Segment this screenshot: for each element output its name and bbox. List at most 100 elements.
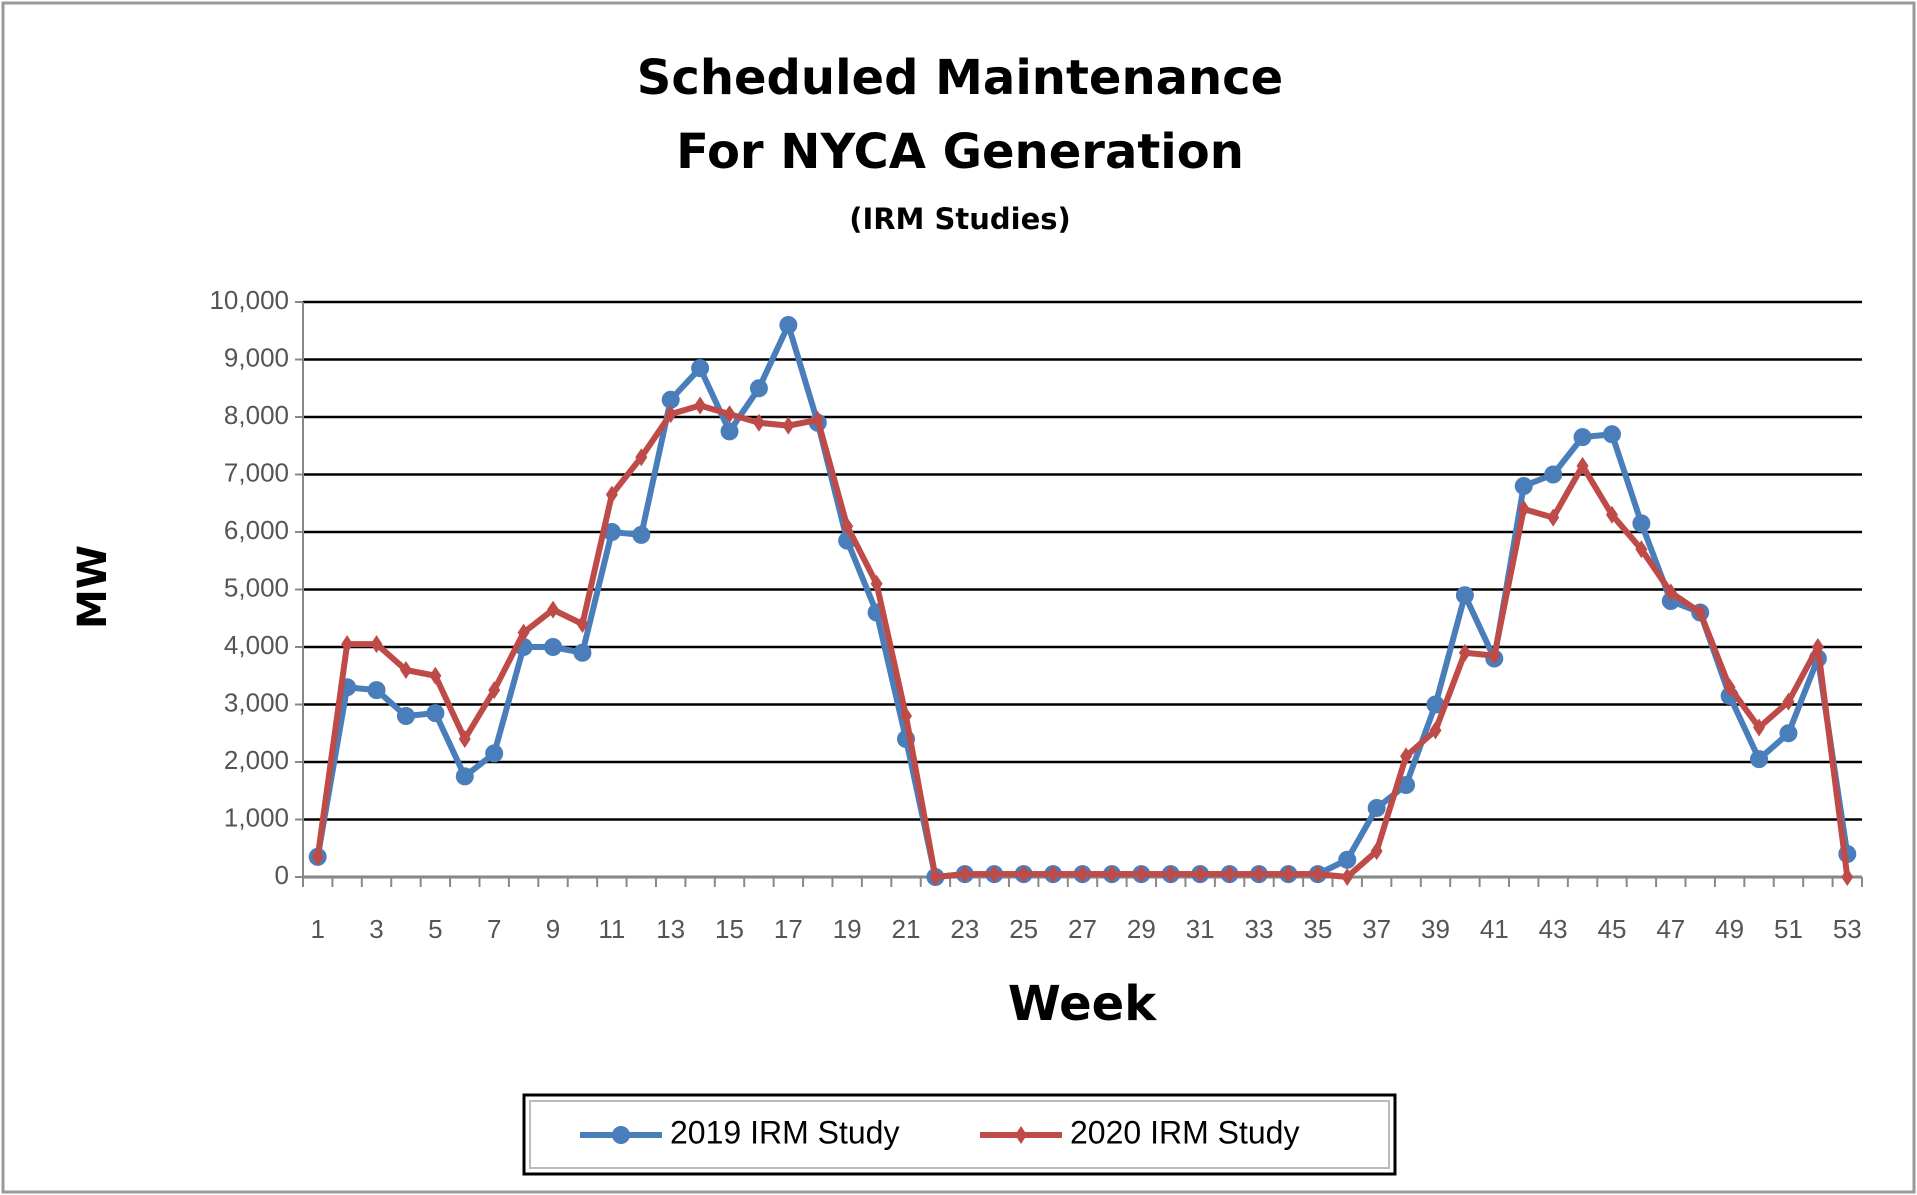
data-point [426,704,445,723]
data-point [1135,865,1148,884]
x-tick-label: 33 [1245,914,1274,944]
data-point [1429,721,1442,740]
data-point [1488,646,1501,665]
x-axis-label: Week [1008,976,1157,1032]
data-point [929,868,942,886]
data-point [1311,865,1324,884]
data-point [841,517,854,536]
data-point [1252,865,1265,884]
data-point [576,615,589,633]
x-tick-label: 35 [1303,914,1332,944]
x-tick-label: 47 [1656,914,1685,944]
legend-marker [1015,1126,1027,1144]
x-tick-label: 15 [715,914,744,944]
x-tick-label: 5 [428,914,442,944]
data-point [544,638,563,656]
data-point [458,730,471,748]
data-point [1367,799,1386,817]
data-point [341,635,354,654]
x-tick-label: 1 [310,914,324,944]
data-point [547,600,560,619]
data-point [1223,865,1236,884]
data-point [1517,500,1530,518]
data-point [664,405,677,424]
data-point [517,623,530,642]
data-point [1632,514,1651,533]
data-point [811,410,824,429]
data-point [1779,724,1798,743]
data-point [1105,865,1118,884]
data-point [455,767,474,786]
data-point [782,416,795,435]
data-point [1370,842,1383,861]
y-tick-label: 1,000 [224,802,289,832]
x-tick-label: 19 [833,914,862,944]
chart-subtitle: For NYCA Generation [676,124,1244,180]
x-tick-label: 39 [1421,914,1450,944]
data-point [1841,868,1854,886]
y-tick-label: 6,000 [224,515,289,545]
data-point [1811,638,1824,656]
data-point [311,847,324,866]
data-point [399,661,412,679]
y-tick-label: 4,000 [224,630,289,660]
data-point [1694,603,1707,622]
data-point [1573,428,1592,447]
data-point [752,413,765,432]
x-tick-label: 37 [1362,914,1391,944]
data-point [1282,865,1295,884]
x-tick-label: 29 [1127,914,1156,944]
x-tick-label: 53 [1833,914,1862,944]
x-tick-label: 23 [950,914,979,944]
data-point [1576,456,1589,475]
x-tick-label: 11 [598,914,625,944]
data-point [1017,865,1030,884]
data-point [1076,865,1089,884]
data-point [370,635,383,654]
data-point [1458,643,1471,662]
x-tick-label: 31 [1186,914,1215,944]
x-tick-label: 45 [1598,914,1627,944]
data-point [1664,583,1677,602]
data-point [1194,865,1207,884]
data-point [988,865,1001,884]
data-point [1782,692,1795,711]
legend-label: 2020 IRM Study [1070,1114,1299,1150]
x-tick-label: 21 [892,914,921,944]
x-tick-label: 41 [1480,914,1509,944]
x-tick-label: 51 [1774,914,1803,944]
data-point [1164,865,1177,884]
data-point [367,681,386,700]
data-point [573,643,592,662]
legend-label: 2019 IRM Study [670,1114,899,1150]
y-tick-label: 10,000 [209,285,289,315]
x-tick-label: 17 [774,914,803,944]
data-point [488,681,501,700]
data-point [1723,678,1736,697]
data-point [694,396,707,415]
x-tick-label: 13 [656,914,685,944]
data-point [870,574,883,593]
data-point [779,316,798,334]
data-point [1635,540,1648,559]
data-point [691,359,710,378]
x-tick-label: 49 [1715,914,1744,944]
data-point [661,390,680,409]
data-point [1338,850,1357,869]
y-tick-label: 8,000 [224,400,289,430]
data-point [958,865,971,884]
data-point [605,485,618,504]
chart-note: (IRM Studies) [849,202,1071,236]
data-point [429,666,442,685]
data-point [1547,508,1560,527]
data-point [635,448,648,467]
data-point [1514,477,1533,495]
x-tick-label: 7 [487,914,501,944]
x-tick-label: 27 [1068,914,1097,944]
data-point [720,422,739,441]
x-tick-label: 9 [546,914,560,944]
y-tick-label: 3,000 [224,687,289,717]
data-point [1047,865,1060,884]
